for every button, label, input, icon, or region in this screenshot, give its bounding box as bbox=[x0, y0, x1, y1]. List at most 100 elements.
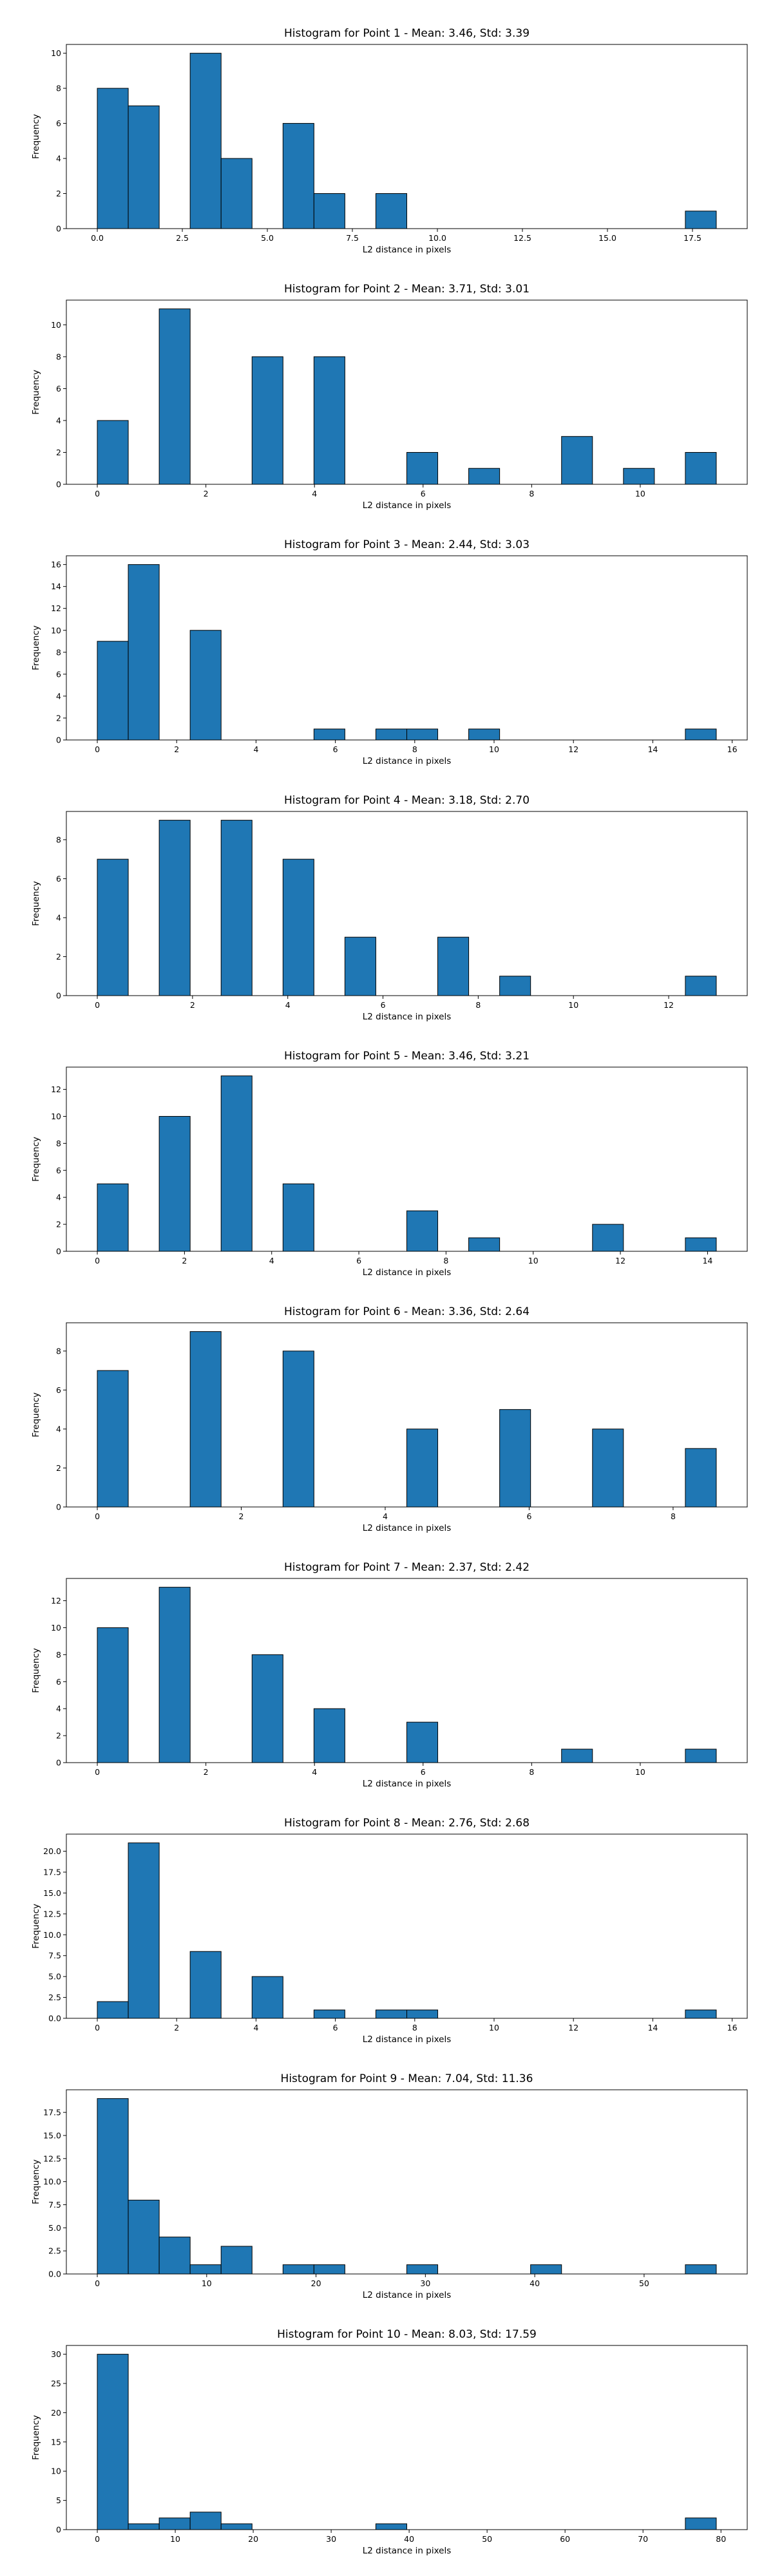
histogram-bar bbox=[189, 1951, 222, 2019]
y-tick-label: 0 bbox=[56, 2525, 61, 2535]
x-tick-label: 60 bbox=[560, 2534, 570, 2544]
chart-title: Histogram for Point 3 - Mean: 2.44, Std:… bbox=[284, 538, 530, 551]
x-tick-label: 50 bbox=[482, 2534, 492, 2544]
x-tick-label: 4 bbox=[312, 489, 317, 498]
histogram-bar bbox=[375, 2009, 407, 2019]
y-tick-label: 8 bbox=[56, 84, 61, 93]
histogram-bar bbox=[313, 728, 345, 741]
histogram-bar bbox=[685, 2517, 717, 2530]
y-tick-label: 0.0 bbox=[48, 2014, 61, 2023]
x-axis-label: L2 distance in pixels bbox=[363, 1267, 451, 1278]
chart-title: Histogram for Point 8 - Mean: 2.76, Std:… bbox=[284, 1817, 530, 1830]
histogram-bar bbox=[97, 2098, 129, 2275]
x-tick-label: 0 bbox=[95, 1767, 100, 1777]
x-tick-label: 80 bbox=[716, 2534, 726, 2544]
histogram-bar bbox=[530, 2264, 562, 2275]
y-axis-label: Frequency bbox=[31, 1904, 41, 1949]
y-tick-label: 15.0 bbox=[43, 1888, 61, 1898]
axes-frame bbox=[66, 555, 748, 741]
histogram-bar bbox=[406, 1210, 439, 1252]
y-tick-label: 6 bbox=[56, 669, 61, 679]
y-tick-label: 2 bbox=[56, 952, 61, 961]
histogram-panel-6: Histogram for Point 6 - Mean: 3.36, Std:… bbox=[31, 1305, 748, 1533]
histogram-bar bbox=[128, 1842, 160, 2019]
histogram-bar bbox=[592, 1224, 624, 1252]
x-tick-label: 6 bbox=[333, 2023, 338, 2032]
histogram-bar bbox=[158, 308, 191, 485]
y-tick-label: 20.0 bbox=[43, 1846, 61, 1856]
y-tick-label: 4 bbox=[56, 913, 61, 922]
y-tick-label: 2.5 bbox=[48, 2246, 61, 2256]
histogram-bar bbox=[282, 1183, 314, 1252]
y-axis-label: Frequency bbox=[31, 1648, 41, 1693]
x-tick-label: 14 bbox=[647, 744, 658, 754]
y-tick-label: 4 bbox=[56, 1424, 61, 1434]
y-axis-label: Frequency bbox=[31, 2415, 41, 2460]
x-tick-label: 15.0 bbox=[598, 233, 616, 243]
y-tick-label: 5.0 bbox=[48, 2223, 61, 2233]
y-tick-label: 6 bbox=[56, 1166, 61, 1175]
histogram-bar bbox=[685, 2009, 717, 2019]
y-tick-label: 5 bbox=[56, 2496, 61, 2505]
x-tick-label: 16 bbox=[727, 2023, 738, 2032]
histogram-bar bbox=[499, 1409, 531, 1508]
axes-frame bbox=[66, 1066, 748, 1252]
x-tick-label: 0 bbox=[95, 1000, 100, 1010]
histogram-bar bbox=[189, 630, 222, 741]
y-tick-label: 0 bbox=[56, 1247, 61, 1256]
x-tick-label: 2 bbox=[204, 1767, 209, 1777]
histogram-bar bbox=[97, 2001, 129, 2019]
y-tick-label: 2.5 bbox=[48, 1993, 61, 2002]
x-tick-label: 2.5 bbox=[176, 233, 189, 243]
y-tick-label: 2 bbox=[56, 189, 61, 198]
histogram-bar bbox=[128, 2523, 160, 2530]
y-tick-label: 30 bbox=[51, 2349, 61, 2359]
x-tick-label: 6 bbox=[421, 489, 426, 498]
histogram-bar bbox=[97, 1183, 129, 1252]
histogram-bar bbox=[128, 105, 160, 229]
x-tick-label: 2 bbox=[190, 1000, 195, 1010]
x-tick-label: 30 bbox=[326, 2534, 336, 2544]
x-tick-label: 0 bbox=[95, 1256, 100, 1265]
x-tick-label: 10.0 bbox=[428, 233, 446, 243]
histogram-bar bbox=[499, 976, 531, 996]
x-tick-label: 8 bbox=[412, 744, 417, 754]
histogram-bar bbox=[97, 1370, 129, 1508]
histogram-bar bbox=[685, 451, 717, 485]
y-tick-label: 16 bbox=[51, 560, 61, 569]
x-tick-label: 6 bbox=[526, 1511, 531, 1521]
x-tick-label: 10 bbox=[635, 1767, 645, 1777]
histogram-bar bbox=[97, 858, 129, 996]
histogram-bar bbox=[158, 2237, 191, 2275]
x-tick-label: 2 bbox=[182, 1256, 187, 1265]
y-tick-label: 12 bbox=[51, 603, 61, 613]
histogram-bar bbox=[282, 1350, 314, 1508]
y-tick-label: 10 bbox=[51, 2467, 61, 2476]
histogram-panel-8: Histogram for Point 8 - Mean: 2.76, Std:… bbox=[31, 1817, 748, 2045]
x-tick-label: 40 bbox=[530, 2278, 540, 2288]
histogram-bar bbox=[623, 468, 655, 485]
y-axis-label: Frequency bbox=[31, 2159, 41, 2204]
histogram-bar bbox=[468, 728, 501, 741]
histogram-bar bbox=[97, 1627, 129, 1763]
y-tick-label: 8 bbox=[56, 835, 61, 844]
y-tick-label: 12.5 bbox=[43, 2154, 61, 2163]
y-tick-label: 7.5 bbox=[48, 1951, 61, 1960]
axes-frame bbox=[66, 811, 748, 996]
x-tick-label: 8 bbox=[529, 1767, 534, 1777]
histogram-bar bbox=[251, 356, 283, 485]
y-tick-label: 0 bbox=[56, 480, 61, 489]
histogram-bar bbox=[128, 564, 160, 741]
y-tick-label: 4 bbox=[56, 691, 61, 701]
x-axis-label: L2 distance in pixels bbox=[363, 1012, 451, 1022]
x-tick-label: 6 bbox=[421, 1767, 426, 1777]
axes-frame bbox=[66, 44, 748, 229]
chart-title: Histogram for Point 2 - Mean: 3.71, Std:… bbox=[284, 283, 530, 296]
y-tick-label: 8 bbox=[56, 352, 61, 361]
x-tick-label: 6 bbox=[356, 1256, 361, 1265]
axes-frame bbox=[66, 1322, 748, 1508]
x-tick-label: 0 bbox=[95, 2534, 100, 2544]
x-tick-label: 10 bbox=[635, 489, 645, 498]
histogram-bar bbox=[468, 468, 501, 485]
